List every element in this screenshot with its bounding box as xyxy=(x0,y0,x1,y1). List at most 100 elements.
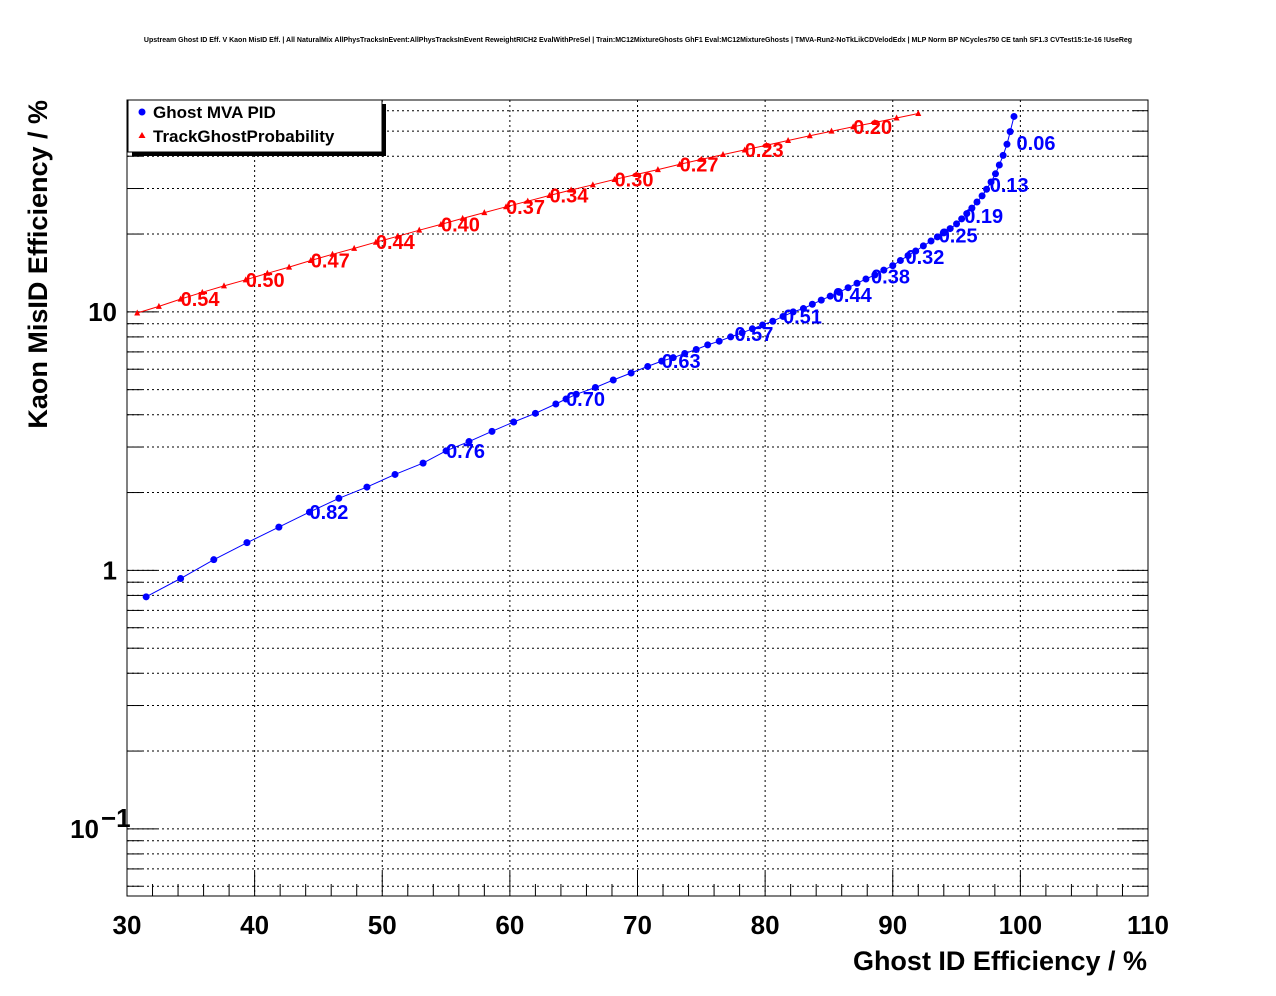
data-point-1 xyxy=(589,181,596,188)
data-point-0 xyxy=(991,170,999,178)
data-point-0 xyxy=(826,292,834,300)
grid-lines xyxy=(127,100,1148,896)
data-point-0 xyxy=(275,523,283,531)
point-label-0: 0.06 xyxy=(1017,133,1056,155)
data-point-0 xyxy=(978,192,986,200)
data-point-0 xyxy=(1003,140,1011,148)
data-point-1 xyxy=(828,127,835,134)
data-point-1 xyxy=(785,137,792,144)
data-point-0 xyxy=(844,284,852,292)
data-point-1 xyxy=(329,250,336,257)
data-point-1 xyxy=(654,166,661,173)
point-label-0: 0.51 xyxy=(783,306,822,328)
point-label-1: 0.47 xyxy=(311,251,350,273)
point-label-1: 0.44 xyxy=(376,232,416,254)
data-point-0 xyxy=(609,376,617,384)
data-point-0 xyxy=(862,275,870,283)
data-points xyxy=(134,110,1018,601)
data-point-1 xyxy=(611,176,618,183)
point-label-0: 0.63 xyxy=(662,351,701,373)
point-label-1: 0.54 xyxy=(181,289,221,311)
data-point-1 xyxy=(568,186,575,193)
data-point-0 xyxy=(817,296,825,304)
data-point-1 xyxy=(372,238,379,245)
point-label-1: 0.40 xyxy=(441,214,480,236)
x-tick-label: 80 xyxy=(751,910,780,940)
data-point-0 xyxy=(738,329,746,337)
data-point-0 xyxy=(889,262,897,270)
point-label-1: 0.34 xyxy=(549,185,589,207)
point-label-0: 0.19 xyxy=(964,206,1003,228)
data-point-1 xyxy=(437,220,444,227)
data-point-1 xyxy=(893,114,900,121)
point-label-0: 0.25 xyxy=(939,226,978,248)
y-axis-title: Kaon MisID Efficiency / % xyxy=(23,100,53,429)
data-point-0 xyxy=(759,321,767,329)
data-point-0 xyxy=(669,354,677,362)
data-point-1 xyxy=(524,197,531,204)
point-label-1: 0.27 xyxy=(680,154,719,176)
data-point-0 xyxy=(927,237,935,245)
y-tick-label-exponent: −1 xyxy=(101,803,131,833)
legend-box xyxy=(127,99,383,153)
data-point-0 xyxy=(808,300,816,308)
data-point-1 xyxy=(850,123,857,130)
data-point-1 xyxy=(481,209,488,216)
data-point-0 xyxy=(896,257,904,265)
legend-label-ghost-mva: Ghost MVA PID xyxy=(153,103,276,122)
data-point-0 xyxy=(958,215,966,223)
data-point-1 xyxy=(264,269,271,276)
data-point-0 xyxy=(904,252,912,260)
data-point-0 xyxy=(871,271,879,279)
x-tick-label: 40 xyxy=(240,910,269,940)
data-point-0 xyxy=(912,247,920,255)
data-point-1 xyxy=(177,295,184,302)
data-point-0 xyxy=(940,229,948,237)
x-tick-label: 90 xyxy=(878,910,907,940)
data-point-0 xyxy=(953,220,961,228)
y-tick-label: 10 xyxy=(88,297,117,327)
data-point-0 xyxy=(210,556,218,564)
data-point-1 xyxy=(698,155,705,162)
data-point-0 xyxy=(995,161,1003,169)
data-point-0 xyxy=(715,337,723,345)
data-point-0 xyxy=(644,362,652,370)
data-point-0 xyxy=(973,198,981,206)
data-point-0 xyxy=(727,333,735,341)
data-point-1 xyxy=(459,214,466,221)
data-point-1 xyxy=(134,309,141,316)
data-point-0 xyxy=(488,427,496,435)
data-point-0 xyxy=(306,508,314,516)
data-point-0 xyxy=(465,438,473,446)
data-point-1 xyxy=(416,226,423,233)
data-point-0 xyxy=(704,341,712,349)
x-tick-label: 70 xyxy=(623,910,652,940)
data-point-0 xyxy=(658,357,666,365)
cut-value-labels: 0.820.760.700.630.570.510.440.380.320.25… xyxy=(181,117,1056,524)
data-point-1 xyxy=(199,288,206,295)
data-point-1 xyxy=(720,151,727,158)
data-point-0 xyxy=(335,494,343,502)
data-point-0 xyxy=(769,317,777,325)
data-point-1 xyxy=(286,263,293,270)
data-point-0 xyxy=(572,390,580,398)
axis-ticks xyxy=(126,110,1149,896)
point-label-0: 0.82 xyxy=(310,502,349,524)
x-tick-label: 50 xyxy=(368,910,397,940)
data-point-1 xyxy=(915,110,922,117)
point-label-1: 0.23 xyxy=(745,140,784,162)
data-point-0 xyxy=(963,210,971,218)
x-tick-label: 30 xyxy=(113,910,142,940)
data-point-0 xyxy=(442,447,450,455)
point-label-0: 0.44 xyxy=(833,285,873,307)
data-point-0 xyxy=(1006,128,1014,136)
data-point-0 xyxy=(835,288,843,296)
data-point-1 xyxy=(307,257,314,264)
data-point-0 xyxy=(919,242,927,250)
data-point-1 xyxy=(242,276,249,283)
data-point-0 xyxy=(591,383,599,391)
point-label-1: 0.50 xyxy=(246,270,285,292)
data-point-0 xyxy=(853,279,861,287)
data-point-0 xyxy=(510,418,518,426)
